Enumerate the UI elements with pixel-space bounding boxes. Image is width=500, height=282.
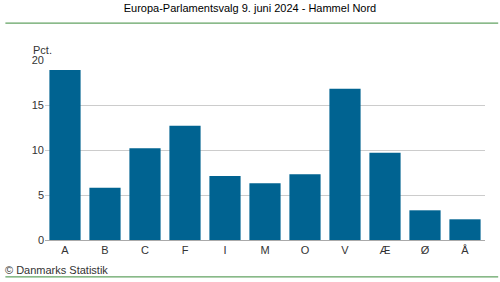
svg-text:Pct.: Pct.: [33, 44, 52, 56]
svg-text:10: 10: [32, 144, 44, 156]
svg-text:I: I: [223, 244, 226, 256]
svg-text:B: B: [101, 244, 108, 256]
svg-text:O: O: [301, 244, 310, 256]
svg-text:A: A: [61, 244, 69, 256]
svg-text:Æ: Æ: [380, 244, 391, 256]
svg-text:© Danmarks Statistik: © Danmarks Statistik: [5, 264, 108, 276]
svg-text:15: 15: [32, 99, 44, 111]
svg-text:V: V: [341, 244, 349, 256]
svg-text:F: F: [182, 244, 189, 256]
svg-text:C: C: [141, 244, 149, 256]
svg-text:M: M: [260, 244, 269, 256]
svg-text:5: 5: [38, 189, 44, 201]
svg-text:Å: Å: [461, 244, 469, 256]
svg-text:0: 0: [38, 234, 44, 246]
svg-text:Europa-Parlamentsvalg 9. juni: Europa-Parlamentsvalg 9. juni 2024 - Ham…: [124, 2, 377, 14]
svg-text:Ø: Ø: [421, 244, 430, 256]
svg-text:20: 20: [32, 54, 44, 66]
